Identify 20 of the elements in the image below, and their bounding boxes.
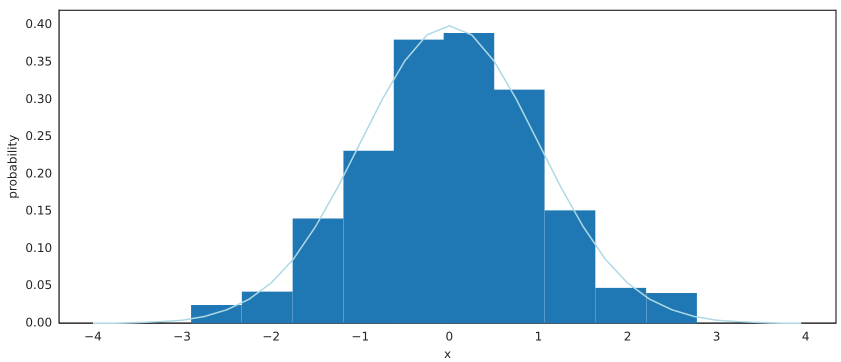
x-tick-label: 2 xyxy=(624,330,632,344)
y-tick-label: 0.15 xyxy=(25,204,52,218)
y-tick-label: 0.35 xyxy=(25,54,52,68)
y-axis-title: probability xyxy=(5,134,20,199)
x-axis-title: x xyxy=(444,346,452,361)
y-tick-label: 0.25 xyxy=(25,129,52,144)
y-tick-label: 0.30 xyxy=(25,92,52,106)
x-tick-label: −3 xyxy=(173,330,191,344)
x-tick-label: −1 xyxy=(351,330,370,344)
y-tick-label: 0.00 xyxy=(25,315,52,330)
x-tick-label: 1 xyxy=(534,330,542,344)
x-tick-label: −4 xyxy=(84,330,102,344)
x-tick-label: −2 xyxy=(262,330,280,344)
y-tick-label: 0.20 xyxy=(25,166,52,180)
x-tick-label: 4 xyxy=(802,330,810,344)
x-tick-label: 0 xyxy=(446,330,454,344)
y-tick-label: 0.10 xyxy=(25,240,52,255)
y-tick-label: 0.40 xyxy=(25,17,52,32)
x-tick-label: 3 xyxy=(712,330,720,344)
y-tick-label: 0.05 xyxy=(25,278,52,292)
